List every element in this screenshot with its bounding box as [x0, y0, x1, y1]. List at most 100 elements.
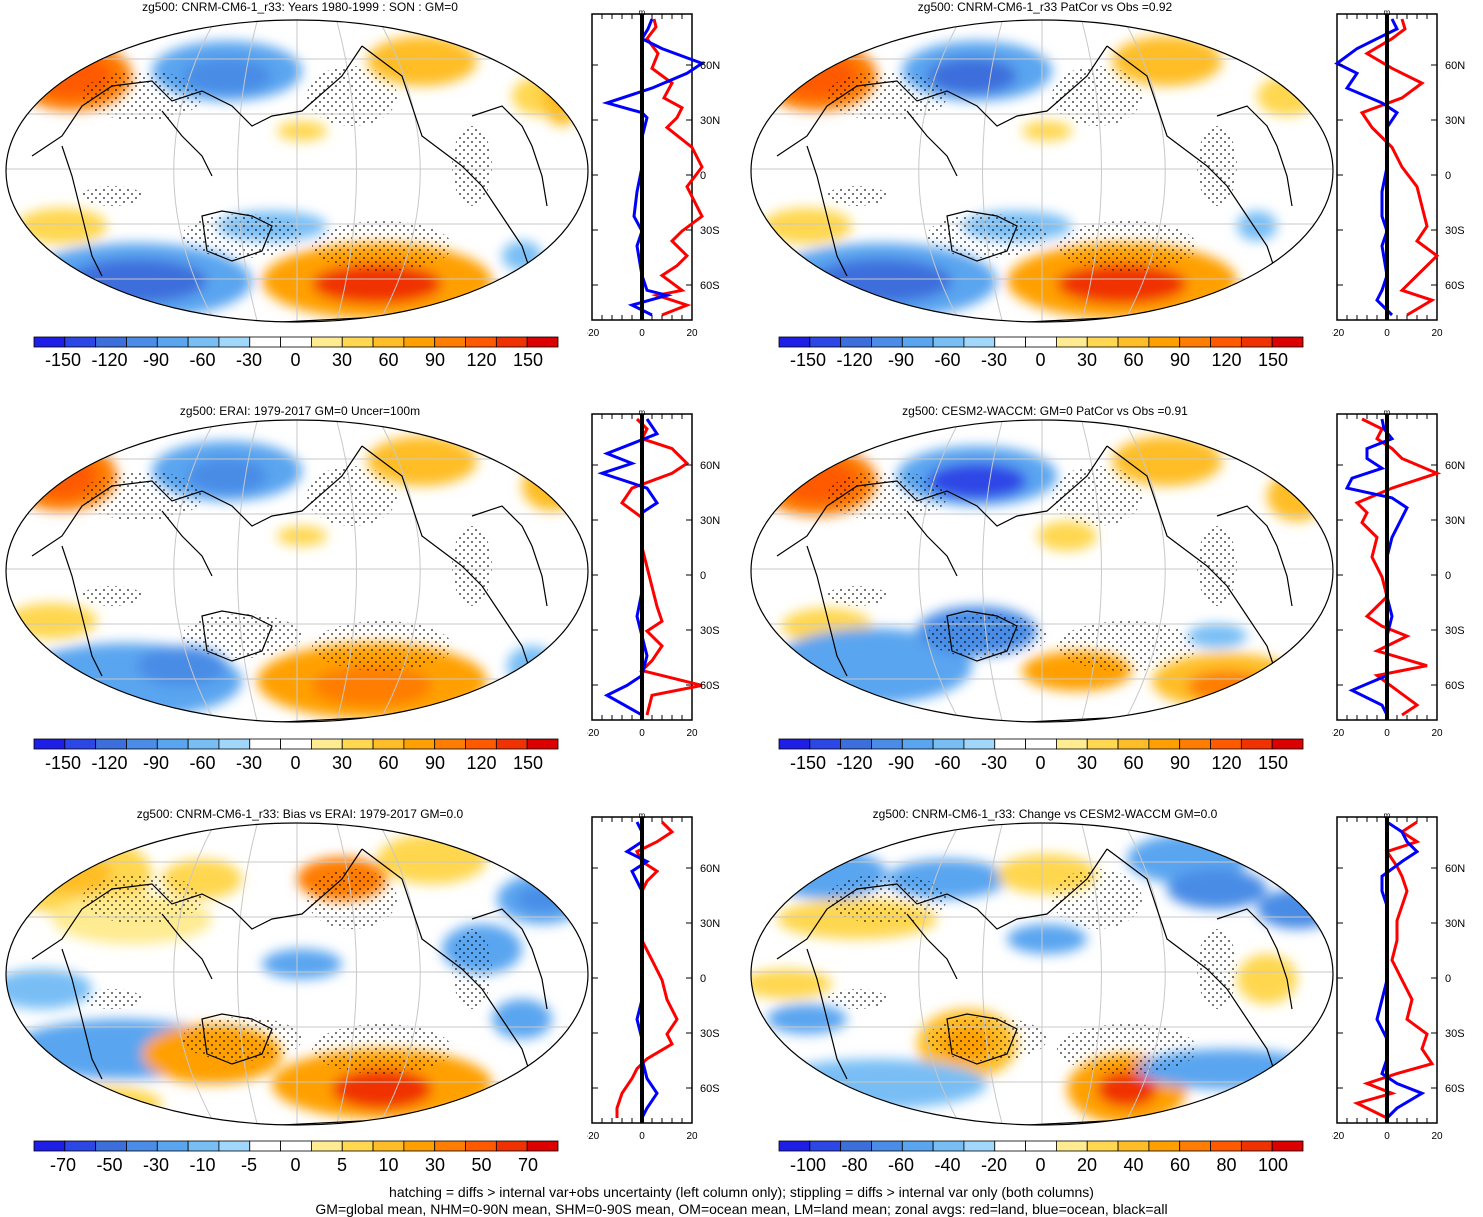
colorbar-tick-label: 120: [466, 350, 497, 370]
colorbar-tick-label: 70: [517, 1155, 539, 1175]
zonal-x-label: -20: [1332, 728, 1345, 739]
footer-line-1: hatching = diffs > internal var+obs unce…: [389, 1184, 1094, 1200]
colorbar-tick-label: -60: [934, 350, 961, 370]
colorbar-swatch: [33, 336, 66, 348]
colorbar-swatch: [495, 336, 528, 348]
colorbar-swatch: [901, 336, 934, 348]
zonal-lat-label: 30N: [1445, 115, 1465, 127]
colorbar-swatch: [526, 738, 559, 750]
colorbar-tick-label: -5: [240, 1155, 258, 1175]
zonal-lat-label: 60N: [700, 863, 720, 875]
colorbar-swatch: [526, 336, 559, 348]
zonal-lat-label: 30N: [1445, 515, 1465, 527]
colorbar: [778, 738, 1304, 750]
colorbar: [778, 1140, 1304, 1152]
zonal-lat-label: 60N: [1445, 60, 1465, 72]
colorbar-labels: -70 -50 -30 -10 -5 0 5 10 30 50 70: [33, 1155, 557, 1179]
colorbar-tick-label: -60: [887, 1155, 915, 1175]
graticule: [6, 20, 588, 322]
zonal-land-line: [1359, 18, 1440, 317]
colorbar-tick-label: 90: [424, 350, 446, 370]
colorbar-tick-label: -70: [49, 1155, 77, 1175]
zonal-x-label: 0: [639, 728, 645, 739]
zonal-x-label: 20: [686, 728, 698, 739]
zonal-lat-label: 30S: [700, 625, 720, 637]
panel-title: zg500: CESM2-WACCM: GM=0 PatCor vs Obs =…: [902, 404, 1188, 418]
colorbar-swatch: [1271, 336, 1304, 348]
colorbar-tick-label: 0: [1035, 1155, 1046, 1175]
colorbar-swatch: [465, 1140, 497, 1152]
zonal-lat-label: 60S: [700, 680, 720, 692]
colorbar-swatch: [341, 738, 374, 750]
colorbar-swatch: [1025, 1140, 1057, 1152]
map-outline: [750, 19, 1334, 323]
colorbar-swatch: [311, 1140, 343, 1152]
colorbar-tick-label: 5: [336, 1155, 348, 1175]
colorbar-tick-label: 0: [290, 1155, 301, 1175]
colorbar-swatch: [64, 1140, 97, 1152]
map-outline: [5, 419, 589, 723]
colorbar-tick-label: 0: [1035, 350, 1046, 370]
zonal-lat-label: 30N: [700, 918, 720, 930]
colorbar-labels: -150 -120 -90 -60 -30 0 30 60 90 120 150: [33, 350, 557, 374]
colorbar-swatch: [963, 738, 996, 750]
colorbar-swatch: [1240, 1140, 1273, 1152]
colorbar-swatch: [1240, 336, 1273, 348]
zonal-lat-label: 60N: [700, 460, 720, 472]
colorbar-tick-label: 90: [1169, 753, 1191, 773]
colorbar-tick-label: 150: [512, 753, 544, 773]
zonal-lat-label: 60S: [700, 280, 720, 292]
zonal-land-line: [1354, 417, 1442, 717]
footer-line-2: GM=global mean, NHM=0-90N mean, SHM=0-90…: [315, 1201, 1168, 1217]
colorbar-swatch: [403, 738, 436, 750]
colorbar-swatch: [249, 336, 281, 348]
zonal-lat-label: 0: [1445, 170, 1451, 182]
colorbar-tick-label: 90: [1169, 350, 1191, 370]
zonal-lat-label: 60S: [1445, 680, 1465, 692]
zonal-lat-label: 30S: [700, 225, 720, 237]
colorbar-swatch: [1210, 738, 1242, 750]
colorbar-swatch: [1179, 336, 1211, 348]
colorbar-labels: -150 -120 -90 -60 -30 0 30 60 90 120 150: [33, 753, 557, 777]
colorbar-swatch: [249, 738, 281, 750]
colorbar-swatch: [218, 1140, 251, 1152]
colorbar-swatch: [33, 738, 66, 750]
colorbar-tick-label: 30: [424, 1155, 446, 1175]
colorbar-tick-label: 120: [1211, 753, 1242, 773]
colorbar-tick-label: 120: [1211, 350, 1242, 370]
colorbar-tick-label: 120: [466, 753, 497, 773]
colorbar-tick-label: 100: [1257, 1155, 1289, 1175]
colorbar-tick-label: 150: [512, 350, 544, 370]
colorbar-tick-label: -120: [91, 350, 128, 370]
zonal-unit-label: m: [1384, 410, 1391, 417]
colorbar-swatch: [218, 738, 251, 750]
colorbar-swatch: [341, 1140, 374, 1152]
colorbar-tick-label: -90: [887, 753, 915, 773]
stippling: [827, 66, 1237, 271]
colorbar-swatch: [1056, 336, 1088, 348]
colorbar-tick-label: 150: [1257, 350, 1289, 370]
colorbar-tick-label: 30: [331, 753, 353, 773]
zonal-land-line: [619, 417, 703, 716]
colorbar-swatch: [95, 336, 127, 348]
colorbar-swatch: [156, 336, 189, 348]
colorbar-swatch: [1056, 738, 1088, 750]
colorbar-tick-label: 20: [1076, 1155, 1098, 1175]
zonal-x-label: 20: [1431, 728, 1443, 739]
colorbar-tick-label: -30: [235, 753, 263, 773]
colorbar-swatch: [809, 738, 842, 750]
colorbar-swatch: [963, 336, 996, 348]
colorbar-swatch: [1086, 738, 1119, 750]
map: [5, 822, 589, 1126]
zonal-lat-label: 60S: [700, 1083, 720, 1095]
colorbar-swatch: [33, 1140, 66, 1152]
colorbar-swatch: [778, 336, 811, 348]
colorbar-swatch: [280, 336, 312, 348]
colorbar-swatch: [1210, 1140, 1242, 1152]
colorbar-swatch: [1179, 738, 1211, 750]
colorbar-swatch: [156, 738, 189, 750]
zonal-x-label: 0: [1384, 1131, 1390, 1142]
zonal-x-label: 0: [639, 328, 645, 339]
colorbar-swatch: [156, 1140, 189, 1152]
zonal-x-label: -20: [587, 328, 600, 339]
